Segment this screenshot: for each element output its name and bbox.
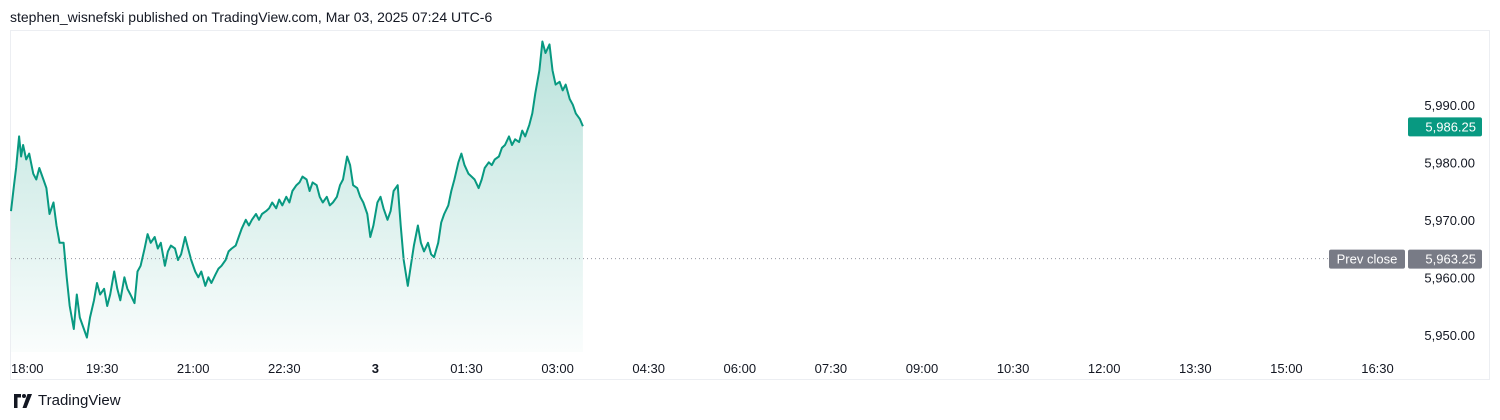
y-tick-label: 5,980.00 [1424, 155, 1475, 170]
publisher-header: stephen_wisnefski published on TradingVi… [10, 9, 493, 25]
x-axis[interactable]: 18:00 19:30 21:00 22:30 3 01:30 03:00 04:30 06:0… [11, 361, 1394, 376]
price-badges: 5,986.25 Prev close 5,963.25 [1329, 117, 1482, 269]
prev-close-badge [1408, 249, 1482, 269]
brand-name: TradingView [38, 392, 121, 409]
x-tick-label: 10:30 [997, 361, 1030, 376]
y-tick-label: 5,960.00 [1424, 270, 1475, 285]
x-tick-label: 3 [372, 361, 379, 376]
prev-close-tag [1329, 249, 1405, 269]
x-tick-label: 03:00 [541, 361, 574, 376]
tradingview-logo-icon [14, 393, 32, 408]
y-axis[interactable]: 5,950.00 5,960.00 5,970.00 5,980.00 5,990.00 [1424, 98, 1475, 343]
x-tick-label: 19:30 [86, 361, 119, 376]
y-tick-label: 5,950.00 [1424, 328, 1475, 343]
x-tick-label: 12:00 [1088, 361, 1121, 376]
last-price-label: 5,986.25 [1425, 119, 1476, 134]
chart-frame[interactable] [10, 30, 1490, 380]
tradingview-brand[interactable]: TradingView [12, 392, 121, 409]
x-tick-label: 06:00 [724, 361, 757, 376]
y-tick-label: 5,990.00 [1424, 98, 1475, 113]
price-line [10, 40, 584, 339]
prev-close-label: 5,963.25 [1425, 252, 1476, 267]
price-area-fill [11, 41, 583, 352]
x-tick-label: 21:00 [177, 361, 210, 376]
x-tick-label: 04:30 [632, 361, 665, 376]
x-tick-label: 16:30 [1361, 361, 1394, 376]
y-tick-label: 5,970.00 [1424, 213, 1475, 228]
x-tick-label: 07:30 [815, 361, 848, 376]
x-tick-label: 22:30 [268, 361, 301, 376]
x-tick-label: 01:30 [450, 361, 483, 376]
x-tick-label: 13:30 [1179, 361, 1212, 376]
last-price-badge [1408, 117, 1482, 137]
prev-close-text: Prev close [1337, 252, 1398, 267]
x-tick-label: 09:00 [906, 361, 939, 376]
x-tick-label: 15:00 [1270, 361, 1303, 376]
x-tick-label: 18:00 [11, 361, 44, 376]
